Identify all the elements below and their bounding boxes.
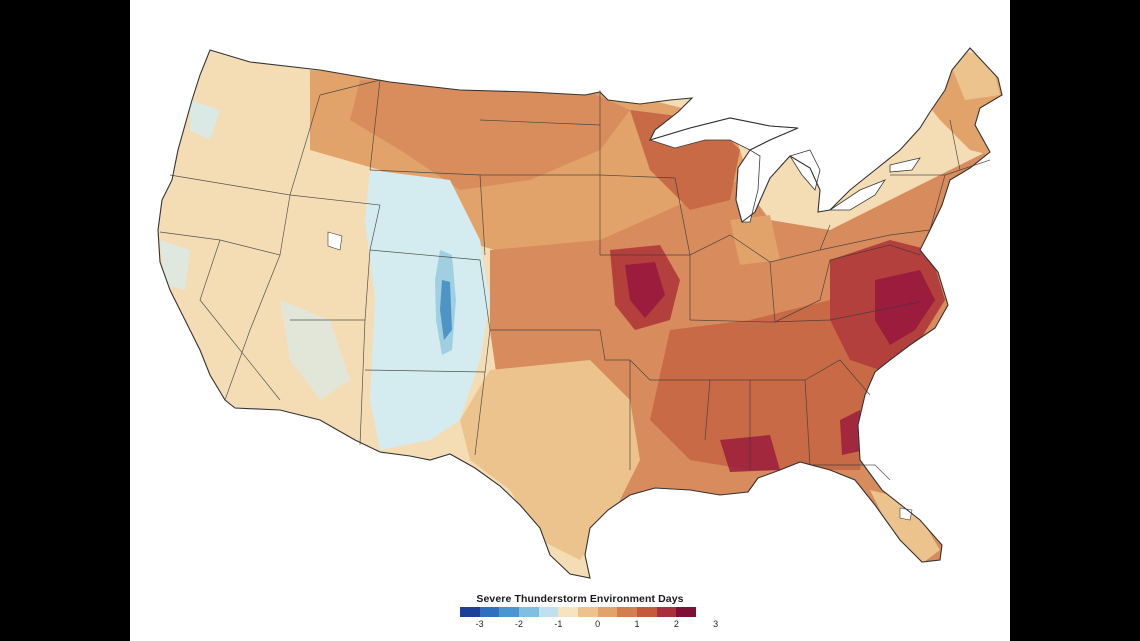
us-map xyxy=(157,47,1003,579)
legend-swatch xyxy=(597,607,618,617)
legend-tick-label: -3 xyxy=(475,619,484,629)
legend-swatch xyxy=(637,607,657,617)
legend-ticks: -3 -2 -1 0 1 2 3 xyxy=(460,619,719,631)
legend-tick-label: 1 xyxy=(634,619,640,629)
legend-tick-label: -2 xyxy=(514,619,524,629)
legend-swatch xyxy=(617,607,638,617)
legend-title: Severe Thunderstorm Environment Days xyxy=(476,593,684,605)
state-borders xyxy=(159,79,991,481)
legend-swatch xyxy=(676,607,697,617)
legend-tick-label: -1 xyxy=(554,619,563,629)
great-lakes xyxy=(327,117,921,521)
legend-swatch xyxy=(578,607,598,617)
legend: Severe Thunderstorm Environment Days -3-… xyxy=(460,593,719,633)
legend-swatch xyxy=(460,607,480,617)
legend-swatch xyxy=(479,607,500,617)
legend-swatch xyxy=(519,607,539,617)
legend-swatch xyxy=(558,607,579,617)
legend-tick-label: 0 xyxy=(595,619,601,629)
legend-swatch xyxy=(499,607,520,617)
anomaly-field xyxy=(158,48,1002,578)
legend-swatch xyxy=(538,607,559,617)
legend-swatch xyxy=(656,607,677,617)
legend-tick-label: 3 xyxy=(713,619,719,629)
map-panel: Severe Thunderstorm Environment Days -3-… xyxy=(130,0,1010,641)
legend-tick-label: 2 xyxy=(673,619,679,629)
legend-color-bar xyxy=(460,607,697,617)
